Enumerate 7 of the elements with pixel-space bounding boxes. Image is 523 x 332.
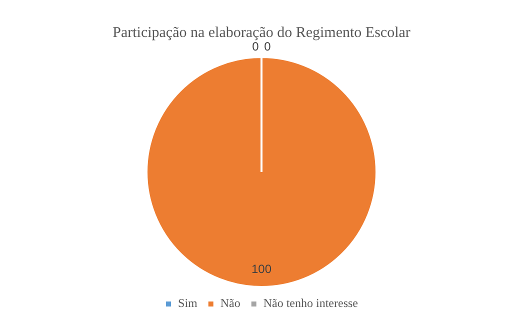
text: 0	[252, 39, 259, 54]
data-label: 100	[251, 262, 272, 276]
legend-label: Sim	[178, 296, 198, 310]
text: 0	[264, 39, 271, 54]
chart-title: Participação na elaboração do Regimento Escolar	[112, 24, 410, 41]
legend-label: Não	[220, 296, 240, 310]
legend-label: Não tenho interesse	[263, 296, 358, 310]
